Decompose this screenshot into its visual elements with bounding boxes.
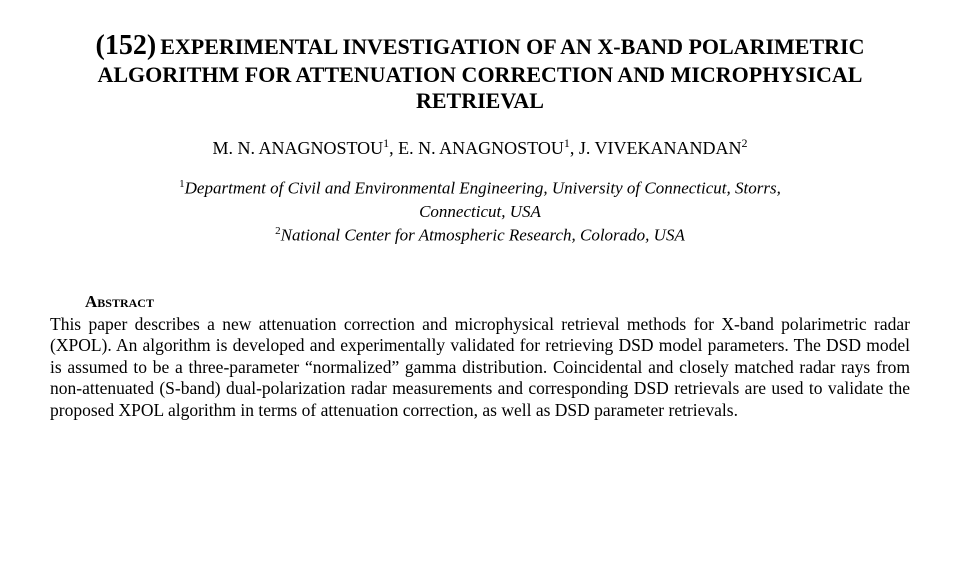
authors-line: M. N. ANAGNOSTOU1, E. N. ANAGNOSTOU1, J.… xyxy=(50,136,910,159)
abstract-body: This paper describes a new attenuation c… xyxy=(50,314,910,421)
author-3-sup: 2 xyxy=(742,136,748,150)
abstract-heading: Abstract xyxy=(85,292,910,312)
author-3-init: J. V xyxy=(579,138,608,158)
author-3-rest: IVEKANANDAN xyxy=(608,138,742,158)
affil-1-line2: Connecticut, USA xyxy=(419,202,541,221)
paper-title: (152) EXPERIMENTAL INVESTIGATION OF AN X… xyxy=(50,30,910,114)
affil-1-line1: Department of Civil and Environmental En… xyxy=(185,179,781,198)
affiliations: 1Department of Civil and Environmental E… xyxy=(50,177,910,247)
author-1-rest: NAGNOSTOU xyxy=(271,138,383,158)
paper-title-text: EXPERIMENTAL INVESTIGATION OF AN X-BAND … xyxy=(98,34,865,113)
affil-2-line: National Center for Atmospheric Research… xyxy=(281,225,685,244)
author-2-rest: NAGNOSTOU xyxy=(452,138,564,158)
author-1-init: M. N. A xyxy=(212,138,271,158)
sep: , xyxy=(389,138,398,158)
sep: , xyxy=(570,138,579,158)
paper-number: (152) xyxy=(96,30,157,61)
author-2-init: E. N. A xyxy=(398,138,452,158)
